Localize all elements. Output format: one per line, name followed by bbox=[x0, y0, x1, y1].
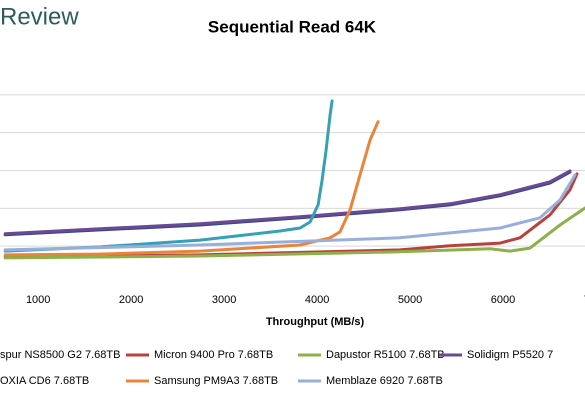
series-line bbox=[3, 120, 380, 257]
series-line bbox=[3, 170, 572, 237]
logo: Review bbox=[0, 3, 79, 30]
series-line bbox=[3, 206, 585, 260]
x-tick-label: 7000 bbox=[584, 294, 585, 306]
legend-label: Samsung PM9A3 7.68TB bbox=[154, 375, 278, 387]
x-tick-label: 2000 bbox=[119, 294, 143, 306]
series-line bbox=[3, 99, 334, 253]
x-tick-label: 4000 bbox=[305, 294, 329, 306]
series-line bbox=[3, 169, 572, 236]
x-tick-label: 1000 bbox=[26, 294, 50, 306]
legend-label: Micron 9400 Pro 7.68TB bbox=[154, 349, 273, 361]
legend-label: OXIA CD6 7.68TB bbox=[0, 375, 89, 387]
x-tick-label: 6000 bbox=[491, 294, 515, 306]
x-tick-label: 5000 bbox=[398, 294, 422, 306]
legend-label: spur NS8500 G2 7.68TB bbox=[0, 349, 120, 361]
series-line bbox=[3, 173, 577, 252]
x-tick-label: 3000 bbox=[212, 294, 236, 306]
legend-label: Dapustor R5100 7.68TB bbox=[326, 349, 445, 361]
x-axis-label: Throughput (MB/s) bbox=[266, 316, 365, 328]
legend-label: Solidigm P5520 7 bbox=[467, 349, 553, 361]
chart-title: Sequential Read 64K bbox=[208, 17, 377, 36]
legend-label: Memblaze 6920 7.68TB bbox=[326, 375, 443, 387]
